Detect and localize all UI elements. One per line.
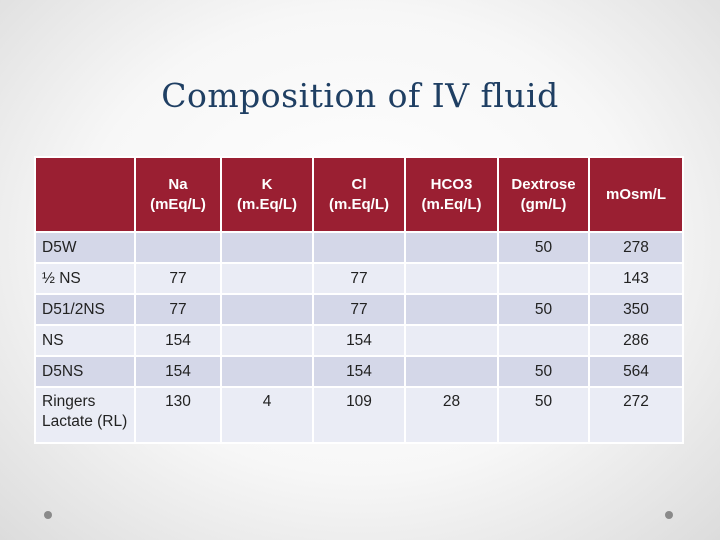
iv-fluid-table-container: Na (mEq/L) K (m.Eq/L) Cl (m.Eq/L) HCO3 (m.Eq/L)… bbox=[34, 156, 684, 444]
value-cell-dextrose bbox=[499, 326, 588, 355]
header-cell-dextrose: Dextrose (gm/L) bbox=[499, 158, 588, 231]
value-cell-dextrose: 50 bbox=[499, 233, 588, 262]
value-cell-dextrose: 50 bbox=[499, 357, 588, 386]
slide-title: Composition of IV fluid bbox=[161, 76, 559, 115]
table-row: Ringers Lactate (RL) 130 4 109 28 50 272 bbox=[36, 388, 682, 442]
header-text: HCO3 bbox=[430, 175, 473, 193]
value-cell-mosm: 272 bbox=[590, 388, 682, 442]
bullet-decoration-right bbox=[665, 511, 673, 519]
table-row: D5W 50 278 bbox=[36, 233, 682, 262]
value-cell-na: 130 bbox=[136, 388, 220, 442]
header-cell-mosm: mOsm/L bbox=[590, 158, 682, 231]
value-cell-hco3 bbox=[406, 233, 497, 262]
header-text: (m.Eq/L) bbox=[421, 195, 482, 213]
table-row: ½ NS 77 77 143 bbox=[36, 264, 682, 293]
header-cell-na: Na (mEq/L) bbox=[136, 158, 220, 231]
row-label: D5W bbox=[36, 233, 134, 262]
value-cell-cl: 109 bbox=[314, 388, 404, 442]
header-text: Na bbox=[168, 175, 188, 193]
value-cell-mosm: 278 bbox=[590, 233, 682, 262]
header-text: (gm/L) bbox=[520, 195, 567, 213]
row-label: D51/2NS bbox=[36, 295, 134, 324]
value-cell-k: 4 bbox=[222, 388, 312, 442]
header-text: Dextrose bbox=[511, 175, 576, 193]
value-cell-k bbox=[222, 326, 312, 355]
value-cell-k bbox=[222, 233, 312, 262]
header-text: K bbox=[261, 175, 273, 193]
value-cell-mosm: 564 bbox=[590, 357, 682, 386]
value-cell-cl bbox=[314, 233, 404, 262]
value-cell-mosm: 286 bbox=[590, 326, 682, 355]
header-cell-hco3: HCO3 (m.Eq/L) bbox=[406, 158, 497, 231]
value-cell-hco3 bbox=[406, 326, 497, 355]
value-cell-hco3 bbox=[406, 357, 497, 386]
row-label-line: Lactate (RL) bbox=[42, 413, 128, 430]
header-text: (mEq/L) bbox=[150, 195, 206, 213]
value-cell-dextrose bbox=[499, 264, 588, 293]
value-cell-na bbox=[136, 233, 220, 262]
header-cell-cl: Cl (m.Eq/L) bbox=[314, 158, 404, 231]
value-cell-cl: 77 bbox=[314, 295, 404, 324]
header-text: (m.Eq/L) bbox=[329, 195, 389, 213]
value-cell-na: 154 bbox=[136, 357, 220, 386]
value-cell-na: 77 bbox=[136, 264, 220, 293]
value-cell-na: 154 bbox=[136, 326, 220, 355]
row-label: ½ NS bbox=[36, 264, 134, 293]
table-header-row: Na (mEq/L) K (m.Eq/L) Cl (m.Eq/L) HCO3 (m.Eq/L)… bbox=[36, 158, 682, 231]
header-cell-blank bbox=[36, 158, 134, 231]
table-row: NS 154 154 286 bbox=[36, 326, 682, 355]
header-cell-k: K (m.Eq/L) bbox=[222, 158, 312, 231]
value-cell-hco3 bbox=[406, 295, 497, 324]
value-cell-mosm: 350 bbox=[590, 295, 682, 324]
table-row: D51/2NS 77 77 50 350 bbox=[36, 295, 682, 324]
value-cell-mosm: 143 bbox=[590, 264, 682, 293]
row-label-line: Ringers bbox=[42, 393, 96, 410]
value-cell-dextrose: 50 bbox=[499, 388, 588, 442]
value-cell-cl: 154 bbox=[314, 357, 404, 386]
table-body: D5W 50 278 ½ NS 77 77 143 D51/2NS 77 77 50 350 NS 154… bbox=[36, 233, 682, 442]
value-cell-cl: 154 bbox=[314, 326, 404, 355]
header-text: Cl bbox=[351, 175, 367, 193]
value-cell-k bbox=[222, 357, 312, 386]
row-label: Ringers Lactate (RL) bbox=[36, 388, 134, 442]
value-cell-hco3 bbox=[406, 264, 497, 293]
header-text: (m.Eq/L) bbox=[237, 195, 297, 213]
value-cell-dextrose: 50 bbox=[499, 295, 588, 324]
iv-fluid-table: Na (mEq/L) K (m.Eq/L) Cl (m.Eq/L) HCO3 (m.Eq/L)… bbox=[34, 156, 684, 444]
header-text: mOsm/L bbox=[605, 185, 666, 203]
value-cell-na: 77 bbox=[136, 295, 220, 324]
row-label: D5NS bbox=[36, 357, 134, 386]
bullet-decoration-left bbox=[44, 511, 52, 519]
table-row: D5NS 154 154 50 564 bbox=[36, 357, 682, 386]
value-cell-k bbox=[222, 264, 312, 293]
value-cell-cl: 77 bbox=[314, 264, 404, 293]
row-label: NS bbox=[36, 326, 134, 355]
value-cell-k bbox=[222, 295, 312, 324]
value-cell-hco3: 28 bbox=[406, 388, 497, 442]
